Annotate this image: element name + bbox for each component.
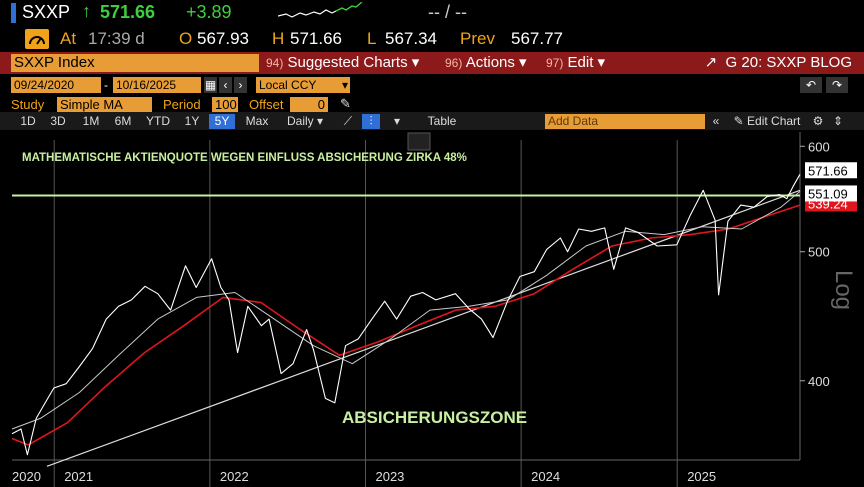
- x-tick-label: 2025: [687, 469, 716, 484]
- price-change: +3.89: [186, 2, 232, 22]
- pencil-icon[interactable]: ✎: [340, 96, 351, 111]
- open-label: O: [179, 29, 193, 48]
- last-price: 571.66: [100, 2, 156, 22]
- quote-time: 17:39 d: [88, 29, 145, 48]
- period-5y-button[interactable]: 5Y: [209, 114, 235, 129]
- redo-icon[interactable]: ↷: [826, 77, 848, 93]
- period-max-button[interactable]: Max: [245, 114, 269, 128]
- open-value: 567.93: [197, 29, 249, 48]
- up-arrow-icon: ↑: [82, 1, 91, 21]
- y-axis-label: Log: [830, 270, 857, 310]
- date-range-row: 09/24/2020 - 10/16/2025 ▦ ‹ › Local CCY …: [0, 77, 864, 95]
- period-label: Period: [163, 97, 201, 112]
- chart-axes: 400 500 600 Log 2020 2021 2022 2023 2024 2025: [12, 132, 857, 484]
- ticker-marker: [11, 3, 16, 23]
- period-1m-button[interactable]: 1M: [82, 114, 100, 128]
- command-bar: SXXP Index 94) Suggested Charts ▾ 96) Ac…: [0, 52, 864, 74]
- last-price-tag-text: 571.66: [808, 163, 848, 178]
- arrows-icon[interactable]: ⇕: [832, 114, 844, 128]
- frequency-select[interactable]: Daily ▾: [286, 114, 324, 128]
- next-range-button[interactable]: ›: [234, 77, 247, 93]
- high-value: 571.66: [290, 29, 342, 48]
- price-series-line: [11, 174, 801, 456]
- blog-link[interactable]: ↗ G 20: SXXP BLOG: [704, 54, 852, 71]
- prev-range-button[interactable]: ‹: [219, 77, 232, 93]
- edit-chart-button[interactable]: ✎ Edit Chart: [733, 114, 801, 128]
- chart-series: [11, 174, 801, 467]
- level-price-tag-text: 551.09: [808, 186, 848, 201]
- period-3d-button[interactable]: 3D: [50, 114, 66, 128]
- external-link-icon: ↗: [704, 54, 718, 71]
- y-tick-label: 500: [808, 245, 830, 260]
- annotation-top: MATHEMATISCHE AKTIENQUOTE WEGEN EINFLUSS…: [22, 152, 467, 164]
- table-button[interactable]: Table: [427, 114, 457, 128]
- bid-ask: -- / --: [428, 2, 467, 22]
- start-date-input[interactable]: 09/24/2020: [11, 77, 101, 93]
- prev-value: 567.77: [511, 29, 563, 48]
- last-price-tag: 571.66: [805, 162, 857, 179]
- last-price-tag-box: [805, 162, 857, 179]
- security-field[interactable]: SXXP Index: [11, 54, 259, 72]
- sparkline-icon: [278, 2, 363, 18]
- chart-grid: [53, 140, 678, 487]
- actions-menu[interactable]: 96) Actions ▾: [445, 54, 527, 71]
- offset-input[interactable]: 0: [290, 97, 328, 112]
- y-tick-label: 600: [808, 139, 830, 154]
- annotation-zone: ABSICHERUNGSZONE: [342, 408, 527, 427]
- line-chart-icon[interactable]: ⟋: [343, 114, 353, 128]
- low-label: L: [367, 29, 377, 48]
- level-price-tag: 551.09: [805, 185, 857, 202]
- chart-mode-icon[interactable]: [407, 132, 431, 151]
- collapse-icon[interactable]: «: [712, 114, 720, 128]
- end-date-input[interactable]: 10/16/2025: [113, 77, 201, 93]
- at-label: At: [60, 29, 77, 48]
- chevron-down-icon[interactable]: ▾: [340, 77, 350, 93]
- period-6m-button[interactable]: 6M: [114, 114, 132, 128]
- period-input[interactable]: 100: [212, 97, 238, 112]
- period-ytd-button[interactable]: YTD: [146, 114, 170, 128]
- period-1y-button[interactable]: 1Y: [184, 114, 200, 128]
- ticker-symbol[interactable]: SXXP: [22, 2, 71, 22]
- x-tick-label: 2021: [64, 469, 93, 484]
- offset-label: Offset: [249, 97, 284, 112]
- study-label: Study: [11, 97, 45, 112]
- study-row: Study Simple MA Period 100 Offset 0 ✎: [0, 96, 864, 114]
- high-label: H: [272, 29, 285, 48]
- ma-short-series-line: [11, 191, 801, 430]
- stats-bar: At 17:39 d O 567.93 H 571.66 L 567.34 Pr…: [0, 26, 864, 52]
- chart-type-dropdown-icon[interactable]: ▾: [393, 114, 401, 128]
- period-1d-button[interactable]: 1D: [20, 114, 36, 128]
- study-select[interactable]: Simple MA: [57, 97, 152, 112]
- x-tick-label: 2022: [220, 469, 249, 484]
- low-value: 567.34: [385, 29, 437, 48]
- calendar-icon[interactable]: ▦: [204, 77, 217, 93]
- edit-menu[interactable]: 97) Edit ▾: [546, 54, 606, 71]
- x-tick-label: 2023: [375, 469, 404, 484]
- x-tick-label: 2020: [12, 469, 41, 484]
- prev-label: Prev: [460, 29, 495, 48]
- y-tick-label: 400: [808, 374, 830, 389]
- add-data-input[interactable]: Add Data: [545, 114, 705, 129]
- suggested-charts-menu[interactable]: 94) Suggested Charts ▾: [266, 54, 420, 71]
- chart-toolbar: 1D 3D 1M 6M YTD 1Y 5Y Max Daily ▾ ⟋ ⫶ ▾ …: [0, 112, 864, 130]
- level-price-tag-box: [805, 185, 857, 202]
- gauge-icon[interactable]: [25, 29, 49, 49]
- gear-icon[interactable]: ⚙: [812, 114, 824, 128]
- candle-chart-icon[interactable]: ⫶: [362, 114, 380, 129]
- x-tick-label: 2024: [531, 469, 560, 484]
- quote-bar: SXXP ↑ 571.66 +3.89 -- / --: [0, 0, 864, 26]
- currency-select[interactable]: Local CCY: [256, 77, 348, 93]
- undo-icon[interactable]: ↶: [800, 77, 822, 93]
